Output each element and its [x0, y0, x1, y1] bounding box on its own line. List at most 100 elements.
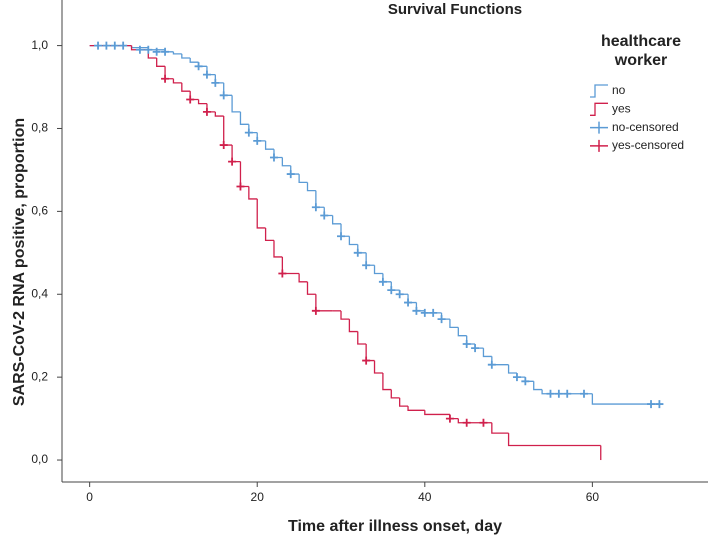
censor-mark: [353, 248, 362, 257]
censor-mark: [395, 290, 404, 299]
y-axis-title: SARS-CoV-2 RNA positive, proportion: [11, 118, 28, 406]
censor-mark: [362, 356, 371, 365]
step-segment: [424, 410, 450, 416]
step-segment: [164, 66, 174, 80]
step-segment: [315, 294, 333, 312]
step-segment: [298, 174, 308, 184]
step-segment: [390, 281, 400, 291]
censor-mark: [420, 308, 429, 317]
step-segment: [281, 256, 300, 275]
step-segment: [331, 215, 342, 225]
step-segment: [290, 165, 300, 175]
censor-mark: [244, 128, 253, 137]
step-segment: [264, 227, 274, 242]
censor-mark: [378, 277, 387, 286]
step-segment: [373, 265, 383, 275]
step-segment: [248, 124, 258, 134]
step-segment: [189, 91, 199, 101]
step-segment: [348, 236, 358, 246]
step-segment: [281, 157, 291, 167]
censor-mark: [647, 400, 656, 409]
censor-mark: [161, 74, 170, 83]
censor-mark: [521, 377, 530, 386]
censor-mark: [311, 203, 320, 212]
censor-mark: [320, 211, 329, 220]
y-tick-label: 0,4: [31, 286, 48, 300]
censor-mark: [144, 45, 153, 54]
legend-label: yes: [612, 101, 631, 115]
step-segment: [248, 186, 258, 200]
step-segment: [273, 240, 283, 258]
step-segment: [390, 389, 400, 399]
step-segment: [181, 53, 191, 59]
step-segment: [315, 190, 325, 208]
step-segment: [533, 381, 543, 391]
step-segment: [264, 140, 274, 150]
censor-mark: [554, 389, 563, 398]
censor-mark: [404, 298, 413, 307]
censor-mark: [412, 306, 421, 315]
step-segment: [340, 310, 350, 320]
censor-mark: [135, 45, 144, 54]
censor-mark: [362, 261, 371, 270]
step-segment: [181, 82, 191, 92]
censor-mark: [546, 389, 555, 398]
censor-mark: [202, 107, 211, 116]
censor-mark: [655, 400, 664, 409]
x-tick-label: 0: [86, 490, 93, 504]
step-segment: [466, 335, 476, 345]
step-segment: [273, 149, 283, 159]
censor-mark: [311, 306, 320, 315]
step-segment: [256, 132, 266, 142]
step-segment: [357, 331, 367, 345]
y-tick-label: 0,6: [31, 204, 48, 218]
step-segment: [206, 103, 216, 113]
step-segment: [541, 389, 593, 395]
step-segment: [340, 223, 350, 237]
y-tick-label: 0,0: [31, 452, 48, 466]
censor-mark: [278, 269, 287, 278]
censor-mark: [269, 153, 278, 162]
step-segment: [449, 319, 459, 329]
censor-mark: [253, 136, 262, 145]
step-segment: [357, 244, 367, 254]
legend-label: no: [612, 83, 626, 97]
censor-mark: [194, 62, 203, 71]
censor-mark: [286, 170, 295, 179]
legend-label: no-censored: [612, 120, 679, 134]
censor-mark: [152, 47, 161, 56]
y-tick-label: 0,2: [31, 369, 48, 383]
step-segment: [323, 207, 333, 217]
step-segment: [231, 95, 241, 113]
y-tick-label: 0,8: [31, 121, 48, 135]
censor-mark: [102, 41, 111, 50]
step-segment: [507, 364, 517, 374]
censor-mark: [429, 308, 438, 317]
legend-symbol: [590, 121, 608, 134]
step-segment: [365, 252, 375, 266]
step-segment: [407, 294, 417, 304]
step-segment: [415, 302, 425, 312]
legend-symbol: [590, 84, 608, 98]
censor-mark: [445, 414, 454, 423]
step-segment: [239, 111, 249, 125]
step-segment: [440, 312, 450, 320]
step-segment: [156, 58, 166, 67]
step-segment: [239, 161, 249, 188]
censor-mark: [161, 47, 170, 56]
censor-mark: [228, 157, 237, 166]
x-axis-title: Time after illness onset, day: [288, 518, 502, 535]
censor-mark: [186, 95, 195, 104]
step-segment: [306, 281, 316, 295]
step-segment: [373, 360, 383, 374]
step-segment: [399, 397, 409, 407]
step-segment: [591, 393, 660, 405]
step-segment: [457, 327, 467, 337]
x-tick-label: 20: [251, 490, 265, 504]
legend-symbol: [590, 102, 608, 116]
x-tick-label: 60: [586, 490, 600, 504]
censor-mark: [119, 41, 128, 50]
censor-mark: [236, 182, 245, 191]
step-segment: [491, 356, 509, 366]
